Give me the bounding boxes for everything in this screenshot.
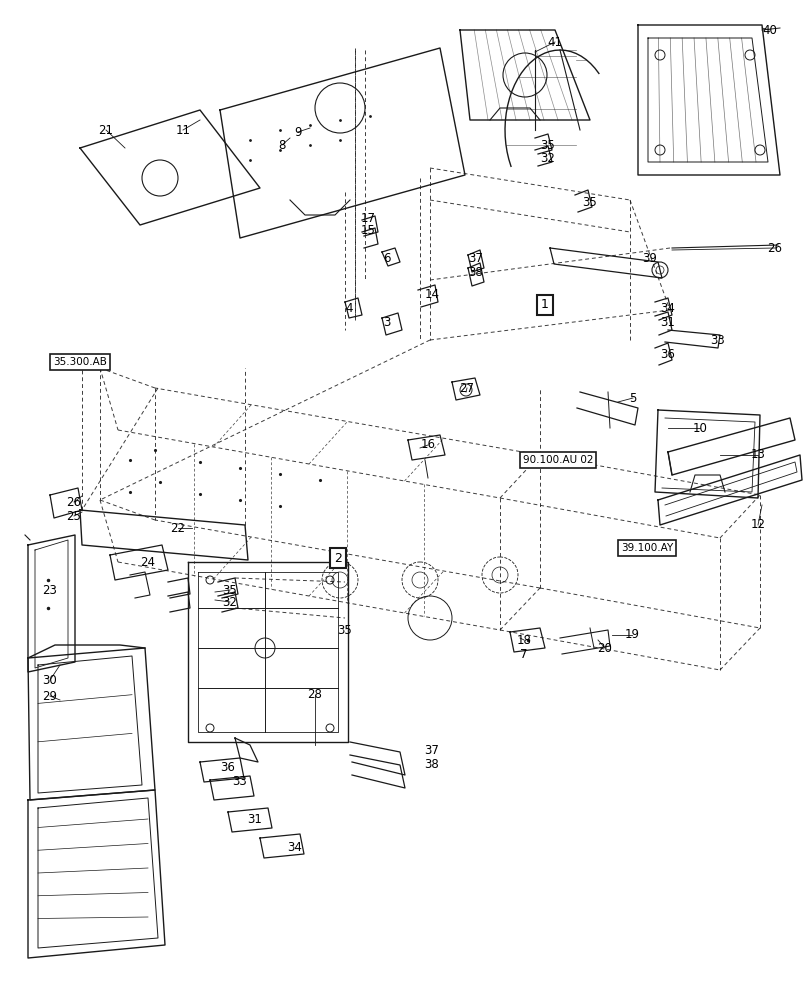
Text: 32: 32 [540, 152, 555, 165]
Text: 16: 16 [420, 438, 435, 452]
Text: 39.100.AY: 39.100.AY [620, 543, 672, 553]
Text: 36: 36 [221, 761, 235, 774]
Text: 13: 13 [749, 448, 765, 462]
Text: 31: 31 [247, 813, 262, 826]
Text: 34: 34 [287, 841, 302, 854]
Text: 35.300.AB: 35.300.AB [53, 357, 107, 367]
Text: 21: 21 [98, 124, 114, 137]
Text: 17: 17 [360, 212, 375, 225]
Text: 26: 26 [67, 495, 81, 508]
Text: 35: 35 [222, 584, 237, 596]
Text: 29: 29 [42, 690, 58, 702]
Text: 90.100.AU 02: 90.100.AU 02 [522, 455, 593, 465]
Text: 14: 14 [424, 288, 439, 302]
Text: 28: 28 [307, 688, 322, 702]
Text: 30: 30 [42, 674, 58, 686]
Text: 3: 3 [383, 316, 390, 328]
Text: 1: 1 [540, 298, 548, 312]
Text: 9: 9 [294, 126, 302, 139]
Text: 8: 8 [278, 139, 285, 152]
Text: 5: 5 [629, 391, 636, 404]
Text: 11: 11 [175, 124, 191, 137]
Text: 20: 20 [597, 642, 611, 654]
Text: 18: 18 [516, 634, 530, 647]
Text: 41: 41 [547, 36, 562, 49]
Text: 34: 34 [660, 302, 675, 314]
Text: 32: 32 [222, 595, 237, 608]
Text: 22: 22 [170, 522, 185, 534]
Text: 6: 6 [383, 251, 390, 264]
Text: 37: 37 [424, 744, 439, 756]
Text: 26: 26 [766, 241, 782, 254]
Text: 25: 25 [67, 510, 81, 522]
Text: 23: 23 [42, 584, 58, 596]
Text: 35: 35 [540, 139, 555, 152]
Text: 38: 38 [424, 758, 439, 772]
Text: 35: 35 [337, 624, 352, 637]
Text: 37: 37 [468, 251, 483, 264]
Text: 24: 24 [140, 556, 156, 568]
Text: 33: 33 [232, 775, 247, 788]
Text: 19: 19 [624, 629, 639, 642]
Text: 40: 40 [762, 24, 776, 37]
Text: 39: 39 [642, 251, 657, 264]
Text: 27: 27 [459, 381, 474, 394]
Text: 35: 35 [582, 196, 597, 209]
Text: 36: 36 [660, 349, 675, 361]
Text: 2: 2 [333, 552, 341, 564]
Text: 15: 15 [360, 224, 375, 236]
Text: 12: 12 [749, 518, 765, 532]
Text: 4: 4 [345, 302, 352, 314]
Text: 38: 38 [468, 265, 483, 278]
Text: 10: 10 [692, 422, 706, 434]
Text: 7: 7 [520, 648, 527, 662]
Text: 33: 33 [710, 334, 724, 347]
Text: 31: 31 [660, 316, 675, 328]
